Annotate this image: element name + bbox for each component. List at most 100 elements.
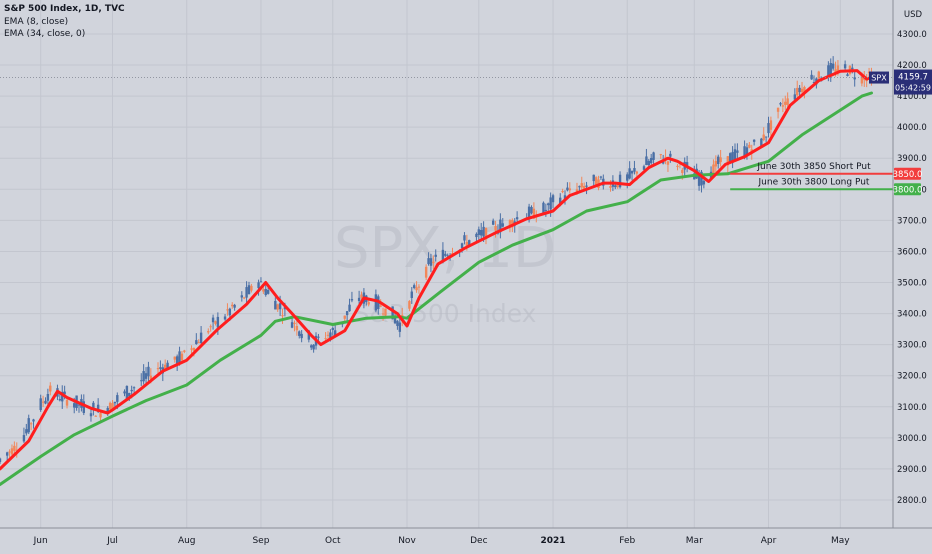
candle-body [195, 340, 198, 344]
candle-body [760, 138, 763, 147]
candle-body [465, 241, 469, 247]
candle-body [491, 220, 495, 225]
candle-body [223, 316, 227, 320]
candle-body [46, 394, 50, 401]
candle-body [463, 235, 466, 241]
candle-body [22, 435, 26, 442]
candle-body [743, 146, 746, 158]
candle-body [113, 401, 117, 404]
candle-body [599, 176, 603, 178]
candle-body [0, 458, 2, 463]
candle-body [659, 154, 662, 156]
candle-body [257, 282, 260, 289]
candle-body [276, 304, 279, 310]
candle-body [374, 294, 378, 311]
candle-body [836, 65, 840, 72]
price-tick-label: 4200.0 [897, 61, 927, 71]
candle-body [834, 69, 837, 73]
price-tick-label: 3500.0 [897, 279, 927, 289]
candle-body [379, 305, 382, 307]
candle-body [417, 286, 421, 288]
candle-body [250, 285, 253, 291]
time-tick-label: Mar [686, 536, 703, 546]
ema-series-line [0, 91, 873, 486]
candle-body [92, 402, 95, 410]
candle-body [530, 206, 533, 214]
candle-body [769, 120, 773, 130]
candle-body [645, 156, 648, 166]
candle-body [468, 240, 471, 246]
candle-body [147, 366, 150, 377]
candle-body [475, 233, 478, 238]
candle-body [566, 187, 569, 191]
candle-body [578, 186, 581, 188]
candle-body [460, 243, 464, 249]
candle-body [580, 183, 583, 188]
candle-body [781, 105, 785, 107]
candle-body [714, 160, 718, 167]
candle-body [415, 287, 418, 291]
candle-body [676, 165, 679, 168]
candle-body [664, 156, 667, 158]
candle-body [700, 171, 703, 186]
candle-body [192, 347, 196, 351]
option-level-tag [894, 167, 921, 180]
candle-body [329, 332, 332, 340]
candle-body [796, 87, 799, 96]
candle-body [331, 327, 334, 330]
candle-body [8, 451, 11, 453]
candle-body [810, 74, 813, 80]
candle-body [281, 315, 284, 317]
candle-body [633, 168, 636, 172]
candle-body [762, 134, 765, 141]
candle-body [357, 297, 361, 302]
legend-ema-34[interactable]: EMA (34, close, 0) [4, 29, 86, 39]
candle-body [575, 189, 579, 193]
candle-body [427, 258, 430, 265]
candle-body [752, 139, 756, 142]
candle-body [494, 226, 497, 231]
candle-body [582, 186, 586, 189]
last-price-value: 4159.7 [898, 73, 928, 83]
candle-body [726, 156, 730, 166]
candle-body [803, 86, 806, 92]
candle-body [278, 303, 282, 310]
candle-body [39, 398, 42, 411]
candle-body [89, 413, 93, 417]
candle-body [300, 333, 303, 339]
option-level-label: June 30th 3850 Short Put [756, 162, 871, 172]
price-tick-label: 3700.0 [897, 216, 927, 226]
price-tick-label: 3300.0 [897, 341, 927, 351]
candle-body [482, 226, 485, 237]
candle-body [561, 191, 564, 193]
legend-symbol[interactable]: S&P 500 Index, 1D, TVC [4, 4, 125, 14]
candle-body [547, 203, 550, 206]
candle-body [29, 423, 33, 425]
candle-body [480, 229, 483, 236]
candle-body [860, 76, 864, 84]
candle-body [408, 301, 411, 309]
candle-body [27, 418, 30, 433]
candle-body [108, 402, 112, 410]
option-level-label: June 30th 3800 Long Put [758, 177, 870, 187]
candle-body [245, 287, 248, 298]
candle-body [410, 291, 413, 298]
candle-body [10, 448, 14, 455]
time-tick-label: Oct [325, 536, 341, 546]
last-price-tag [894, 69, 932, 95]
price-tick-label: 2900.0 [897, 465, 927, 475]
candle-body [764, 136, 768, 138]
candle-body [618, 174, 622, 188]
time-tick-label: Sep [252, 536, 269, 546]
candle-body [614, 185, 617, 188]
candle-body [82, 401, 85, 414]
candle-body [798, 87, 801, 93]
candle-body [391, 306, 394, 320]
legend-ema-8[interactable]: EMA (8, close) [4, 16, 69, 27]
candle-body [712, 164, 715, 174]
candle-body [259, 281, 263, 283]
watermark: SPX, 1D S&P 500 Index [334, 216, 556, 328]
price-tick-label: 3200.0 [897, 372, 927, 382]
